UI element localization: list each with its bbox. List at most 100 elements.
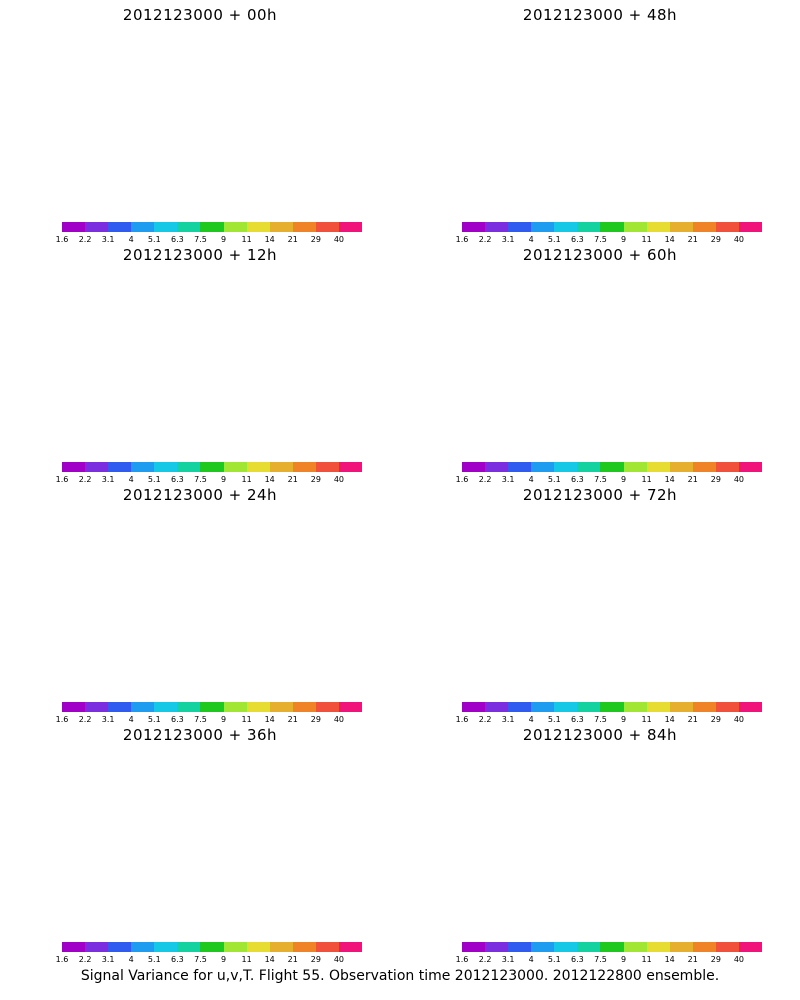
colorbar-tick-label: 9 bbox=[220, 235, 227, 244]
colorbar-swatch bbox=[200, 702, 224, 712]
colorbar-tick-label: 3.1 bbox=[101, 955, 115, 964]
panel-title: 2012123000 + 00h bbox=[122, 6, 278, 24]
graticule-line bbox=[320, 276, 395, 406]
colorbar-swatch bbox=[623, 462, 647, 472]
colorbar-swatch bbox=[292, 462, 316, 472]
map-panel: 2012123000 + 48h 1.6 2.2 3.1 4 5.1 6.3 7.5 9 11 14… bbox=[400, 0, 800, 245]
graticule-line bbox=[132, 544, 158, 692]
colorbar-swatch bbox=[577, 222, 601, 232]
colorbar-tick-label: 4 bbox=[528, 955, 534, 964]
colorbar-swatch bbox=[554, 702, 578, 712]
graticule-line bbox=[405, 36, 480, 166]
variance-contour bbox=[559, 333, 638, 380]
colorbar-swatch bbox=[269, 462, 293, 472]
colorbar-tick-label: 2.2 bbox=[78, 955, 92, 964]
colorbar-tick-label: 9 bbox=[220, 715, 227, 724]
graticule-line bbox=[132, 304, 158, 452]
variance-map bbox=[0, 28, 400, 218]
colorbar-swatch bbox=[485, 222, 509, 232]
variance-contour bbox=[518, 553, 651, 633]
colorbar-tick-label: 2.2 bbox=[478, 475, 492, 484]
colorbar-swatch bbox=[177, 942, 201, 952]
colorbar-swatch bbox=[715, 942, 739, 952]
colorbar-tick-label: 7.5 bbox=[594, 715, 607, 724]
colorbar-swatch bbox=[531, 462, 555, 472]
colorbar-ticks: 1.6 2.2 3.1 4 5.1 6.3 7.5 9 11 14 21 29 40 bbox=[450, 475, 770, 485]
colorbar-swatch bbox=[131, 222, 155, 232]
colorbar-swatch bbox=[292, 222, 316, 232]
colorbar-swatch bbox=[715, 702, 739, 712]
colorbar-tick-label: 2.2 bbox=[478, 955, 492, 964]
colorbar-swatch bbox=[554, 942, 578, 952]
colorbar-tick-label: 7.5 bbox=[594, 475, 607, 484]
colorbar-swatch bbox=[269, 702, 293, 712]
variance-contour bbox=[150, 101, 218, 142]
colorbar-swatch bbox=[462, 222, 486, 232]
graticule-line bbox=[282, 294, 333, 435]
colorbar-swatch bbox=[62, 222, 86, 232]
map-panel: 2012123000 + 36h 1.6 2.2 3.1 4 5.1 6.3 7.5 9 11 14… bbox=[0, 720, 400, 965]
missing-data-area bbox=[66, 415, 123, 438]
coastline bbox=[580, 362, 770, 386]
colorbar-tick-label: 5.1 bbox=[147, 235, 161, 244]
colorbar-swatch bbox=[131, 942, 155, 952]
colorbar-swatch bbox=[131, 462, 155, 472]
colorbar-swatch bbox=[338, 222, 363, 232]
colorbar-tick-label: 6.3 bbox=[171, 955, 184, 964]
colorbar-tick-label: 2.2 bbox=[478, 235, 492, 244]
graticule-line bbox=[5, 36, 80, 166]
colorbar-tick-label: 40 bbox=[333, 715, 345, 724]
colorbar-swatch bbox=[485, 462, 509, 472]
colorbar-swatch bbox=[292, 702, 316, 712]
variance-contour bbox=[464, 529, 703, 673]
colorbar-swatch bbox=[692, 462, 716, 472]
missing-data-area bbox=[87, 559, 162, 579]
variance-map bbox=[0, 748, 400, 938]
colorbar-tick-label: 21 bbox=[287, 475, 298, 484]
variance-contour bbox=[477, 760, 719, 905]
colorbar-tick-label: 6.3 bbox=[571, 235, 584, 244]
variance-contour bbox=[503, 785, 664, 882]
variance-contour bbox=[506, 298, 690, 408]
colorbar-tick-label: 4 bbox=[128, 955, 134, 964]
graticule-line bbox=[720, 516, 795, 646]
coastline bbox=[180, 362, 370, 386]
colorbar-tick-label: 4 bbox=[528, 715, 534, 724]
colorbar-tick-label: 21 bbox=[287, 955, 298, 964]
variance-contour bbox=[545, 565, 651, 629]
colorbar-tick-label: 1.6 bbox=[55, 715, 69, 724]
missing-data-area bbox=[178, 119, 215, 142]
colorbar-swatch bbox=[154, 462, 178, 472]
colorbar-swatch bbox=[623, 702, 647, 712]
variance-contour bbox=[139, 321, 258, 392]
variance-contour bbox=[468, 43, 701, 183]
colorbar-tick-label: 3.1 bbox=[501, 955, 515, 964]
colorbar-swatch bbox=[154, 942, 178, 952]
colorbar-tick-label: 21 bbox=[687, 955, 698, 964]
colorbar-tick-label: 7.5 bbox=[594, 235, 607, 244]
missing-data-area bbox=[193, 768, 242, 795]
graticule-line bbox=[282, 774, 333, 915]
colorbar-swatch bbox=[715, 462, 739, 472]
coastline bbox=[420, 772, 790, 858]
colorbar-tick-label: 40 bbox=[733, 715, 745, 724]
colorbar-tick-label: 21 bbox=[687, 475, 698, 484]
missing-data-area bbox=[195, 321, 234, 360]
colorbar-tick-label: 2.2 bbox=[78, 715, 92, 724]
colorbar-swatch bbox=[462, 942, 486, 952]
colorbar-swatch bbox=[508, 942, 532, 952]
graticule-line bbox=[67, 54, 118, 195]
variance-contour bbox=[162, 332, 233, 375]
colorbar-tick-label: 3.1 bbox=[501, 235, 515, 244]
variance-contour bbox=[149, 563, 248, 622]
colorbar-tick-label: 9 bbox=[220, 955, 227, 964]
colorbar bbox=[62, 222, 363, 232]
colorbar-tick-label: 3.1 bbox=[101, 235, 115, 244]
graticule-line bbox=[467, 54, 518, 195]
colorbar-swatch bbox=[531, 222, 555, 232]
colorbar-swatch bbox=[315, 222, 339, 232]
colorbar-swatch bbox=[738, 462, 763, 472]
colorbar-tick-label: 7.5 bbox=[194, 475, 207, 484]
colorbar-swatch bbox=[623, 942, 647, 952]
colorbar-swatch bbox=[646, 942, 670, 952]
